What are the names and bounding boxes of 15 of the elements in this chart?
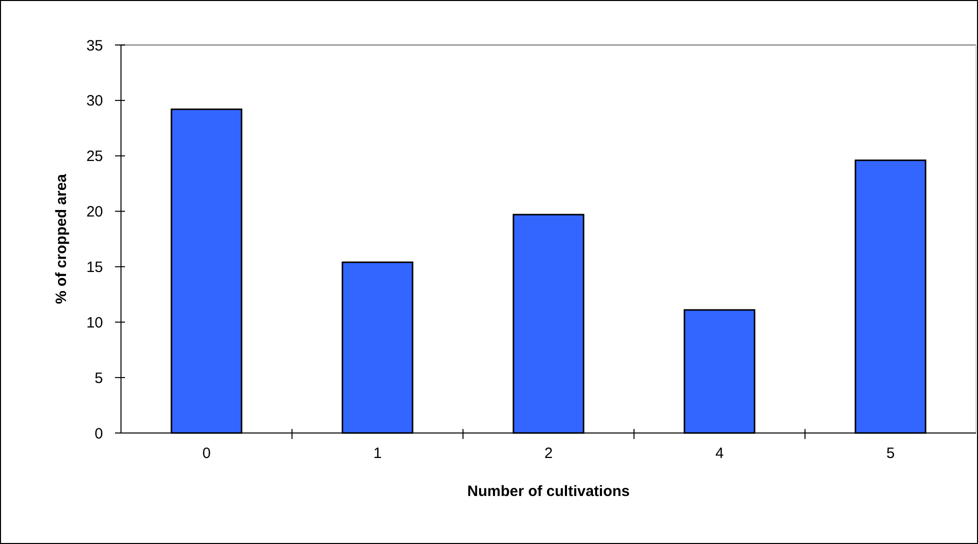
- y-axis-title: % of cropped area: [53, 173, 70, 304]
- y-tick-label: 35: [86, 37, 103, 54]
- x-tick-label: 0: [202, 445, 211, 462]
- x-axis-title: Number of cultivations: [467, 483, 630, 500]
- x-tick-label: 4: [715, 445, 724, 462]
- y-tick-label: 25: [86, 148, 103, 166]
- y-tick-label: 10: [86, 314, 103, 332]
- x-tick-label: 1: [373, 445, 382, 462]
- y-tick-label: 30: [86, 92, 103, 110]
- x-tick-label: 2: [544, 445, 553, 462]
- x-tick-label: 5: [886, 445, 895, 462]
- y-tick-label: 20: [86, 204, 103, 221]
- y-tick-label: 0: [94, 425, 103, 442]
- y-tick-label: 5: [94, 370, 103, 387]
- y-tick-label: 15: [86, 258, 103, 276]
